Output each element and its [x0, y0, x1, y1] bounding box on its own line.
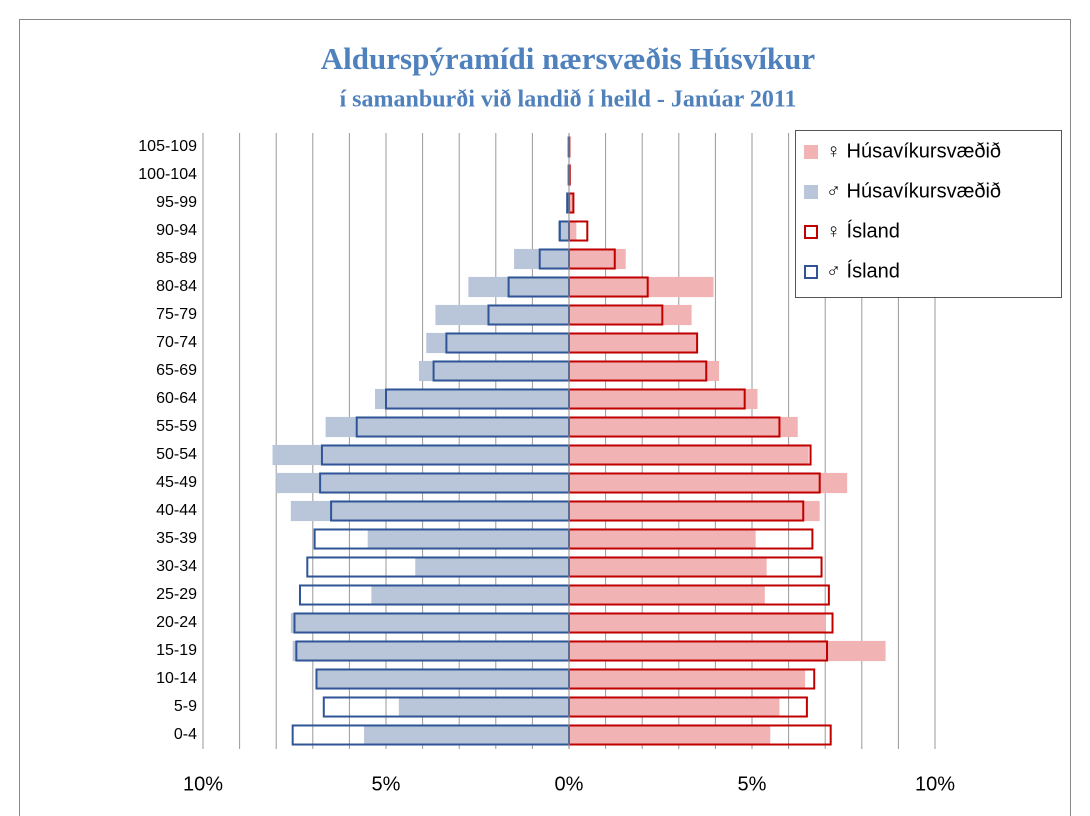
bar: [468, 276, 569, 298]
bar: [569, 500, 820, 522]
legend-swatch: [804, 185, 818, 199]
y-tick-label: 5-9: [174, 698, 197, 715]
bar: [569, 276, 714, 298]
y-tick-label: 50-54: [156, 446, 197, 463]
x-tick-label: 10%: [915, 773, 955, 795]
y-tick-label: 60-64: [156, 390, 197, 407]
y-tick-label: 30-34: [156, 558, 197, 575]
y-tick-label: 85-89: [156, 250, 197, 267]
bar: [569, 388, 758, 410]
bar: [316, 668, 569, 690]
y-tick-label: 35-39: [156, 530, 197, 547]
legend-label: ♀ Ísland: [826, 219, 900, 242]
bar: [569, 416, 798, 438]
bar: [325, 416, 569, 438]
bar: [418, 360, 569, 382]
bar: [290, 612, 569, 634]
bar: [290, 500, 569, 522]
y-tick-label: 70-74: [156, 334, 197, 351]
y-tick-label: 75-79: [156, 306, 197, 323]
y-tick-label: 10-14: [156, 670, 197, 687]
bar: [292, 640, 569, 662]
bar: [272, 444, 569, 466]
y-tick-label: 15-19: [156, 642, 197, 659]
legend-swatch: [804, 225, 818, 239]
y-tick-label: 105-109: [138, 138, 197, 155]
bar: [415, 556, 569, 578]
bar: [569, 528, 756, 550]
x-tick-label: 5%: [738, 773, 767, 795]
bar: [569, 696, 780, 718]
y-tick-label: 95-99: [156, 194, 197, 211]
bar: [569, 360, 720, 382]
y-tick-label: 65-69: [156, 362, 197, 379]
x-tick-label: 5%: [372, 773, 401, 795]
legend-swatch: [804, 145, 818, 159]
bar: [569, 724, 771, 746]
bar: [569, 556, 767, 578]
bar: [569, 332, 698, 354]
y-tick-label: 100-104: [138, 166, 197, 183]
bar: [371, 584, 569, 606]
y-tick-label: 40-44: [156, 502, 197, 519]
chart-title: Aldurspýramídi nærsvæðis Húsvíkur: [321, 41, 816, 76]
legend-box: [795, 130, 1062, 298]
bar: [398, 696, 569, 718]
y-tick-label: 55-59: [156, 418, 197, 435]
legend-label: ♂ Ísland: [826, 259, 900, 282]
bar: [569, 248, 626, 270]
bar: [426, 332, 569, 354]
bar: [569, 668, 806, 690]
legend-label: ♂ Húsavíkursvæðið: [826, 180, 1001, 202]
bar: [569, 220, 577, 242]
bar: [364, 724, 569, 746]
bar: [569, 612, 826, 634]
bar: [367, 528, 569, 550]
bar: [569, 472, 848, 494]
bar: [569, 192, 573, 214]
bar: [569, 640, 886, 662]
y-tick-label: 25-29: [156, 586, 197, 603]
chart-subtitle: í samanburði við landið í heild - Janúar…: [340, 87, 797, 113]
y-tick-label: 0-4: [174, 726, 197, 743]
bar: [558, 220, 569, 242]
y-tick-label: 45-49: [156, 474, 197, 491]
x-tick-label: 10%: [183, 773, 223, 795]
bar: [569, 584, 765, 606]
x-tick-label: 0%: [555, 773, 584, 795]
bar: [569, 444, 809, 466]
bar: [435, 304, 569, 326]
legend-label: ♀ Húsavíkursvæðið: [826, 140, 1001, 162]
legend-swatch: [804, 265, 818, 279]
y-tick-label: 20-24: [156, 614, 197, 631]
bar: [276, 472, 569, 494]
y-tick-label: 80-84: [156, 278, 197, 295]
y-tick-label: 90-94: [156, 222, 197, 239]
bar: [375, 388, 569, 410]
bar: [569, 304, 692, 326]
bar: [514, 248, 569, 270]
